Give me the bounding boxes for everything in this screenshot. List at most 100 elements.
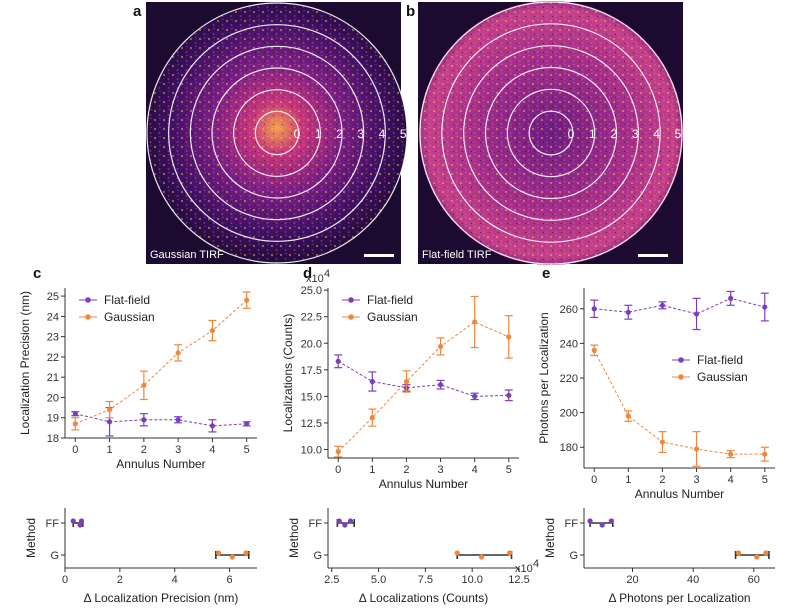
scatter-point-e2-0-2 bbox=[608, 518, 614, 524]
scatter-point-d2-0-1 bbox=[342, 522, 348, 528]
y-tick-label-e-4: 260 bbox=[560, 304, 578, 316]
y-tick-label-d-2: 15.0 bbox=[301, 391, 322, 403]
y-tick-label-c-0: 18 bbox=[47, 433, 59, 445]
x-tick-label-e-4: 4 bbox=[728, 474, 734, 486]
legend-marker-d-1 bbox=[348, 314, 354, 320]
x-tick-label-d-2: 2 bbox=[403, 464, 409, 476]
x-tick-label-e2-0: 20 bbox=[626, 574, 638, 586]
panel-letter-b: b bbox=[406, 3, 415, 20]
y-axis-label-e2: Method bbox=[543, 518, 557, 558]
x-tick-label-e-0: 0 bbox=[591, 474, 597, 486]
flatfield-tirf-label: Flat-field TIRF bbox=[422, 249, 492, 261]
x-tick-label-e2-1: 40 bbox=[687, 574, 699, 586]
data-point-c-1-5 bbox=[244, 297, 250, 303]
x-tick-label-d2-1: 5.0 bbox=[371, 574, 386, 586]
x-tick-label-d2-0: 2.5 bbox=[324, 574, 339, 586]
annulus-ring-4 bbox=[168, 24, 386, 242]
data-point-d-1-0 bbox=[335, 449, 341, 455]
y-tick-label-c-1: 19 bbox=[47, 413, 59, 425]
ring-number-5: 5 bbox=[675, 127, 682, 141]
data-point-e-0-5 bbox=[762, 304, 768, 310]
y-tick-label-e-0: 180 bbox=[560, 442, 578, 454]
data-point-c-0-1 bbox=[106, 419, 113, 425]
x-tick-label-e-1: 1 bbox=[625, 474, 631, 486]
x-tick-label-c2-3: 6 bbox=[227, 574, 233, 586]
data-point-e-1-1 bbox=[625, 413, 631, 419]
chart-e2: 20 40 60 FF G Δ Photons per Localization Metho… bbox=[543, 508, 775, 605]
y-tick-label-d-0: 10.0 bbox=[301, 445, 322, 457]
data-point-c-1-4 bbox=[209, 327, 216, 334]
ring-number-1: 1 bbox=[315, 127, 322, 141]
x-tick-label-d-1: 1 bbox=[369, 464, 375, 476]
data-point-e-0-0 bbox=[591, 306, 597, 312]
annulus-ring-3 bbox=[463, 45, 639, 221]
data-point-d-0-5 bbox=[506, 392, 512, 398]
series-line-d-1 bbox=[337, 321, 509, 452]
y-exponent-power-d: 4 bbox=[324, 268, 330, 280]
annulus-ring-2 bbox=[484, 66, 618, 200]
x-axis-label-d2: Δ Localizations (Counts) bbox=[359, 591, 488, 605]
data-point-c-0-3 bbox=[175, 417, 181, 423]
chart-c2: 0 2 4 6 FF G Δ Localization Precision (nm) Meth… bbox=[24, 508, 257, 605]
x-tick-label-c-4: 4 bbox=[209, 444, 215, 456]
y-tick-label-c-2: 20 bbox=[47, 392, 59, 404]
ring-number-5: 5 bbox=[400, 127, 407, 141]
series-line-e-0 bbox=[594, 297, 765, 315]
scatter-point-c2-1-0 bbox=[216, 550, 222, 556]
y-tick-label-c-6: 24 bbox=[47, 311, 59, 323]
x-tick-label-c2-0: 0 bbox=[62, 574, 68, 586]
ring-number-1: 1 bbox=[589, 127, 596, 141]
y-tick-label-d-6: 25.0 bbox=[301, 285, 322, 297]
data-point-e-0-2 bbox=[659, 302, 666, 308]
y-tick-label-c-4: 22 bbox=[47, 352, 59, 364]
scatter-point-d2-1-0 bbox=[454, 550, 460, 556]
annulus-ring-1 bbox=[506, 88, 596, 178]
ring-number-4: 4 bbox=[653, 127, 660, 141]
annulus-ring-2 bbox=[211, 67, 343, 199]
scatter-point-d2-0-2 bbox=[347, 518, 354, 524]
panel-letter-d: d bbox=[303, 265, 312, 282]
data-point-d-1-3 bbox=[437, 343, 444, 350]
scale-bar-a bbox=[364, 254, 394, 257]
x-tick-label-e-3: 3 bbox=[693, 474, 699, 486]
data-point-e-0-3 bbox=[693, 311, 700, 317]
ring-number-0: 0 bbox=[568, 127, 575, 141]
data-point-c-1-0 bbox=[72, 421, 78, 427]
scatter-point-e2-0-1 bbox=[599, 522, 605, 528]
annulus-ring-1 bbox=[233, 89, 321, 177]
legend-marker-c-0 bbox=[85, 297, 91, 303]
x-tick-label-c-0: 0 bbox=[72, 444, 78, 456]
y-tick-label-d-1: 12.5 bbox=[301, 418, 322, 430]
legend-marker-c-1 bbox=[85, 314, 91, 320]
category-label-e2-1: G bbox=[569, 550, 578, 562]
y-tick-label-e-3: 240 bbox=[560, 338, 578, 350]
x-tick-label-d-5: 5 bbox=[506, 464, 512, 476]
y-axis-label-e: Photons per Localization bbox=[537, 312, 551, 443]
data-point-d-1-4 bbox=[472, 319, 478, 325]
annulus-ring-0 bbox=[254, 110, 300, 156]
y-tick-label-d-5: 22.5 bbox=[301, 312, 322, 324]
gaussian-speckle bbox=[147, 3, 407, 263]
x-tick-label-d2-2: 7.5 bbox=[418, 574, 433, 586]
x-tick-label-c2-2: 4 bbox=[172, 574, 178, 586]
data-point-d-0-4 bbox=[472, 393, 478, 399]
data-point-d-1-5 bbox=[506, 334, 512, 340]
annulus-ring-4 bbox=[441, 23, 661, 243]
scatter-point-d2-1-1 bbox=[478, 554, 485, 560]
scatter-point-e2-1-2 bbox=[763, 550, 769, 556]
data-point-c-1-1 bbox=[106, 407, 113, 413]
legend-label-e-0: Flat-field bbox=[697, 353, 743, 367]
panel-letter-c: c bbox=[33, 265, 41, 282]
x-tick-label-e2-2: 60 bbox=[748, 574, 760, 586]
annulus-ring-5 bbox=[419, 1, 683, 265]
y-exponent-d: x10 bbox=[306, 273, 324, 285]
data-point-c-0-4 bbox=[209, 423, 216, 429]
category-label-d2-1: G bbox=[313, 550, 322, 562]
legend-marker-e-1 bbox=[678, 374, 684, 380]
data-point-c-1-2 bbox=[141, 382, 147, 388]
y-tick-label-d-4: 20.0 bbox=[301, 338, 322, 350]
